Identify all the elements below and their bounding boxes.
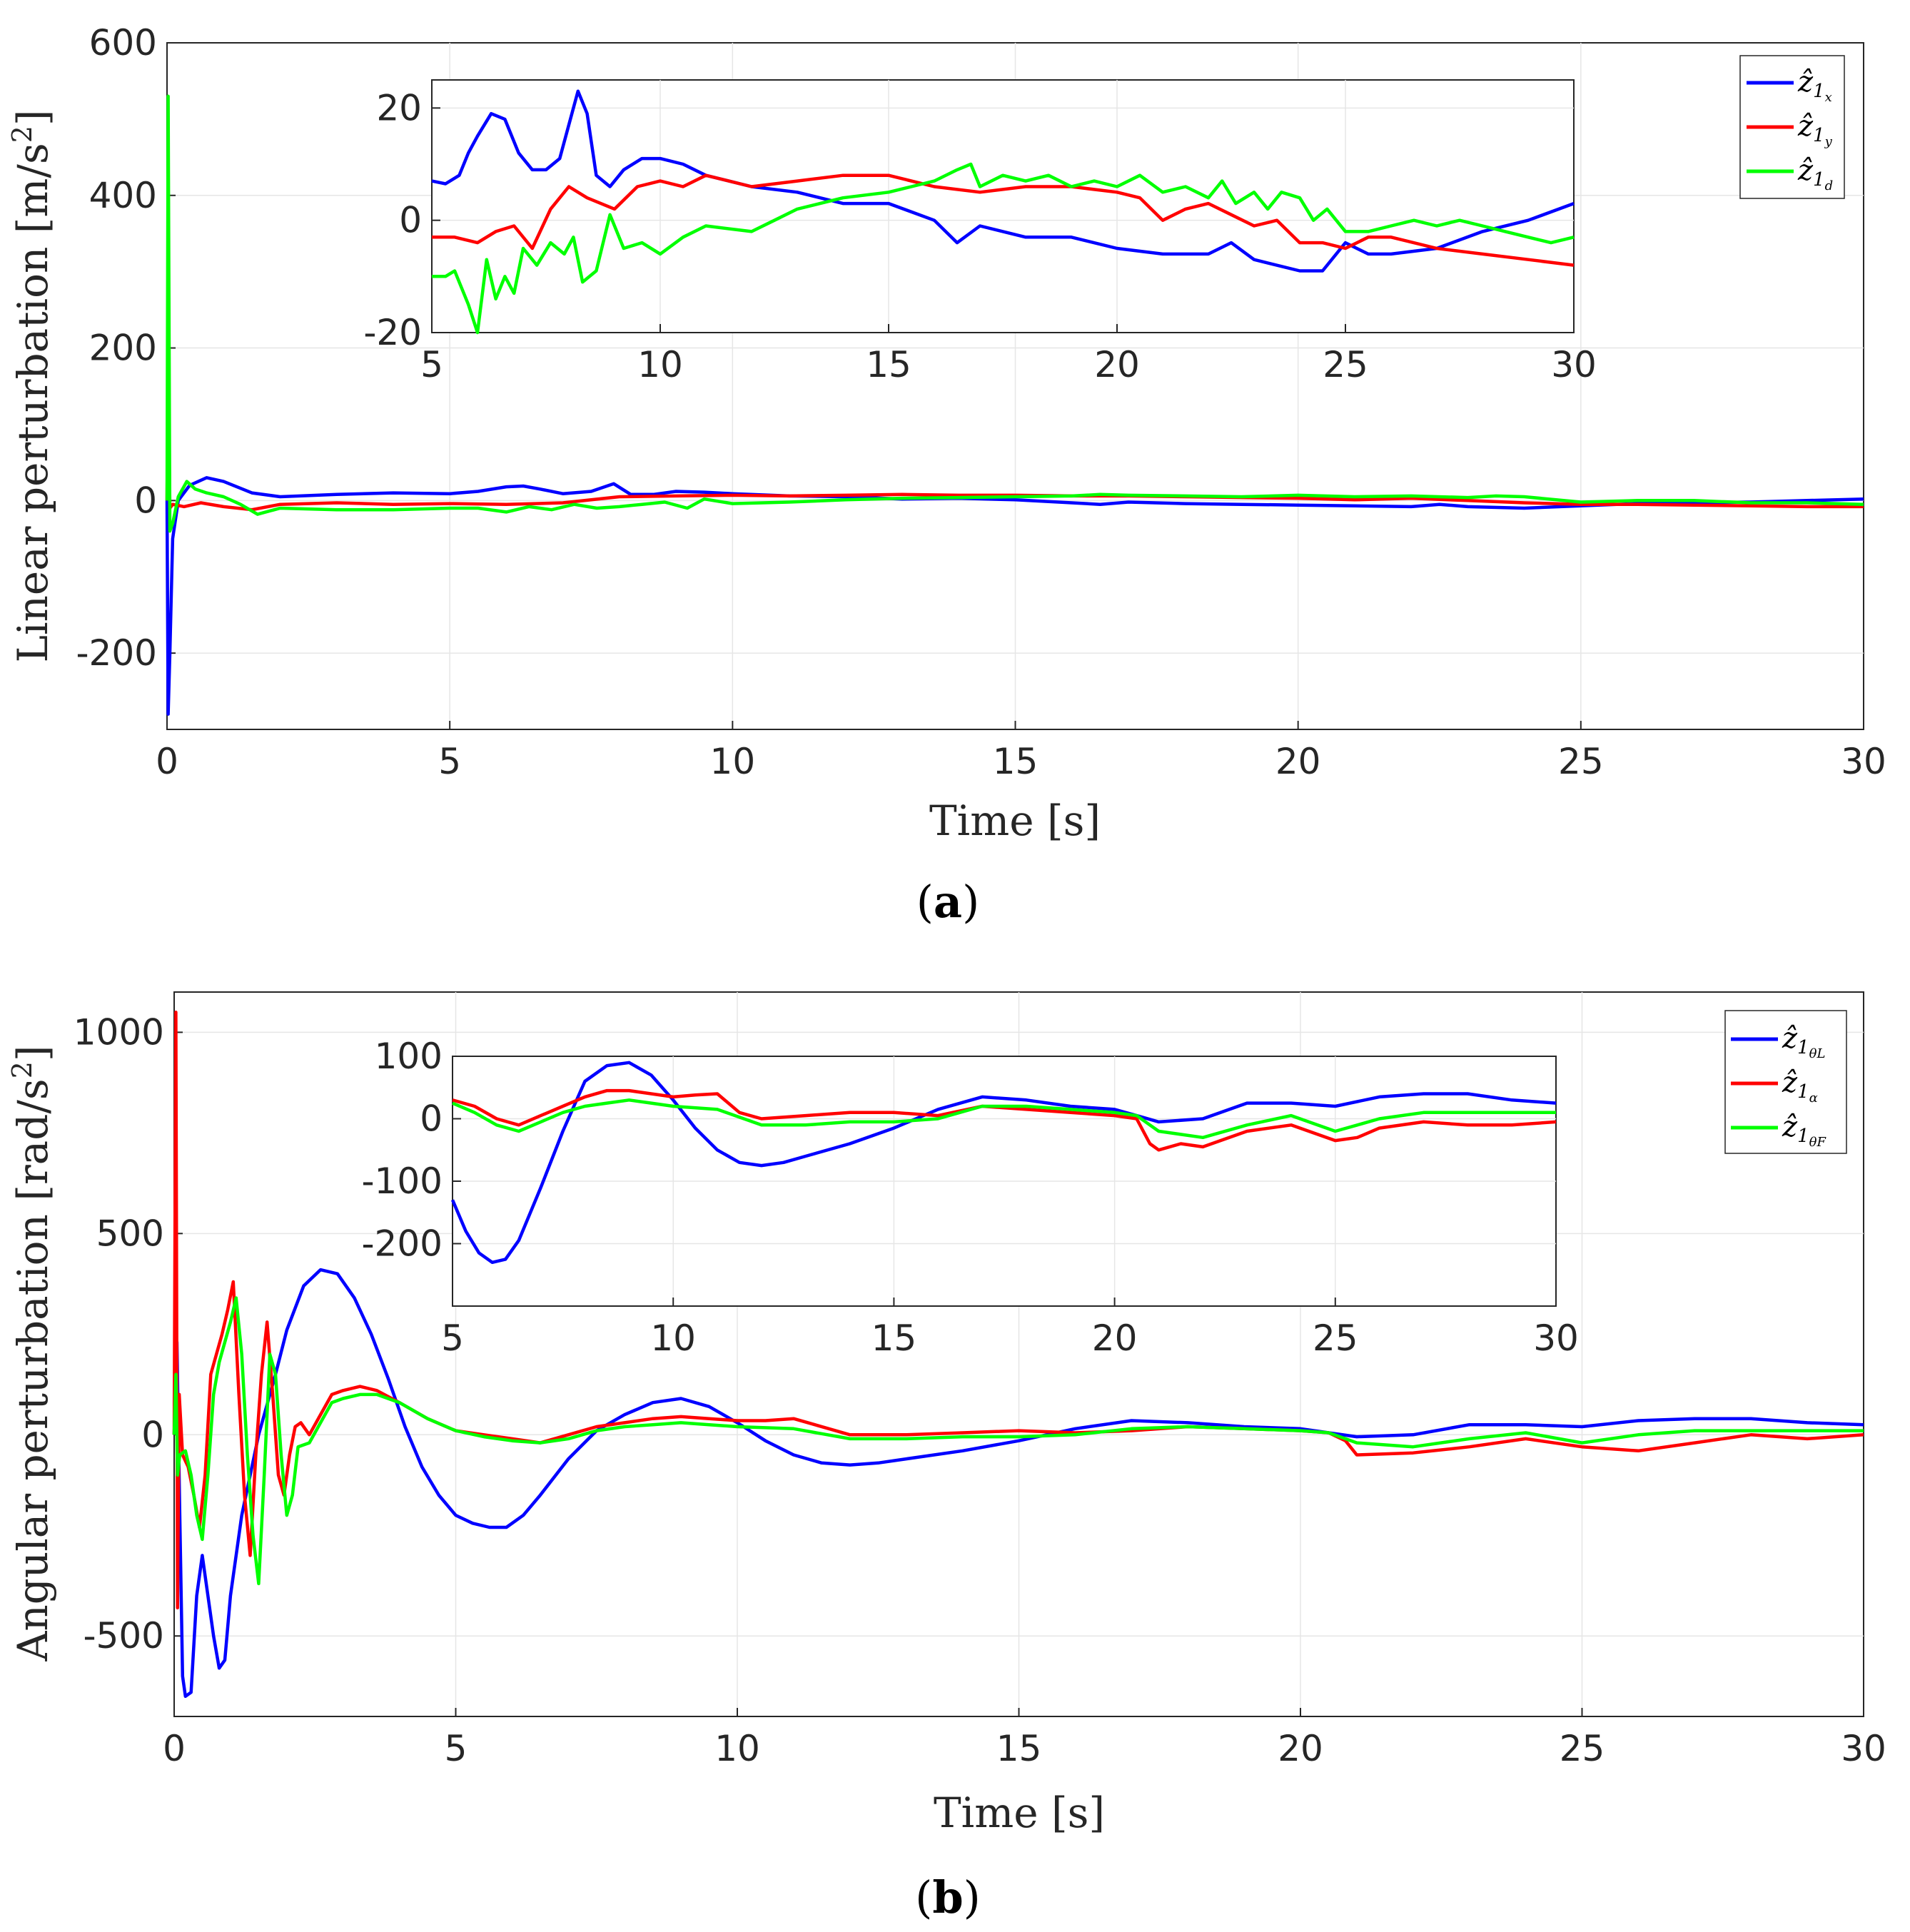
x-tick-label: 10 xyxy=(650,1317,696,1359)
panel-a-label: (a) xyxy=(916,876,980,928)
series-line-0 xyxy=(431,89,1575,273)
x-tick-label: 15 xyxy=(993,741,1039,782)
series-line-1 xyxy=(165,369,1864,512)
legend-entry-z1thetaL: ẑ1θL xyxy=(1782,1022,1825,1061)
legend-entry-z1d: ẑ1d xyxy=(1797,154,1833,193)
series-line-1 xyxy=(432,173,1575,267)
panel-b-x-ticks: 0 5 10 15 20 25 30 xyxy=(163,1708,1886,1769)
x-tick-label: 30 xyxy=(1533,1317,1579,1359)
x-tick-label: 5 xyxy=(441,1317,464,1359)
panel-b-y-axis-label: Angular perturbation [rad/s2] xyxy=(6,1045,57,1662)
y-tick-label: 0 xyxy=(134,480,157,521)
x-tick-label: 15 xyxy=(866,344,911,385)
x-tick-label: 5 xyxy=(438,741,461,782)
y-tick-label: -500 xyxy=(84,1615,164,1657)
panel-b-x-axis-label: Time [s] xyxy=(934,1789,1105,1837)
x-tick-label: 10 xyxy=(714,1728,760,1769)
y-tick-label: 600 xyxy=(89,22,157,64)
y-tick-label: 20 xyxy=(376,87,422,128)
y-tick-label: -100 xyxy=(362,1160,443,1202)
y-tick-label: 500 xyxy=(96,1213,164,1254)
series-line-2 xyxy=(165,94,1864,533)
panel-a-legend: ẑ1x ẑ1y ẑ1d xyxy=(1739,55,1845,199)
x-tick-label: 15 xyxy=(996,1728,1042,1769)
panel-b-inset-x-ticks: 5 10 15 20 25 30 xyxy=(441,1298,1579,1359)
legend-entry-z1alpha: ẑ1α xyxy=(1782,1066,1818,1106)
x-tick-label: 0 xyxy=(156,741,178,782)
panel-a-y-ticks: -200 0 200 400 600 xyxy=(76,22,176,674)
x-tick-label: 0 xyxy=(163,1728,186,1769)
panel-a-inset-series xyxy=(431,89,1575,335)
panel-b-inset-grid xyxy=(453,1056,1556,1306)
panel-b-series xyxy=(172,1010,1864,1699)
y-tick-label: 0 xyxy=(141,1414,164,1455)
series-line-2 xyxy=(452,1098,1556,1140)
y-tick-label: -20 xyxy=(363,312,422,353)
x-tick-label: 20 xyxy=(1275,741,1321,782)
x-tick-label: 25 xyxy=(1558,741,1604,782)
x-tick-label: 20 xyxy=(1092,1317,1138,1359)
legend-entry-z1y: ẑ1y xyxy=(1797,110,1833,149)
panel-a-inset-x-ticks: 5 10 15 20 25 30 xyxy=(420,324,1597,385)
x-tick-label: 5 xyxy=(445,1728,468,1769)
series-line-0 xyxy=(450,1061,1557,1265)
x-tick-label: 30 xyxy=(1551,344,1597,385)
series-line-1 xyxy=(452,1088,1557,1152)
x-tick-label: 25 xyxy=(1560,1728,1605,1769)
x-tick-label: 25 xyxy=(1313,1317,1358,1359)
y-tick-label: 400 xyxy=(89,175,157,216)
panel-b-label: (b) xyxy=(915,1871,981,1923)
x-tick-label: 10 xyxy=(637,344,683,385)
x-tick-label: 30 xyxy=(1841,741,1886,782)
panel-a-x-axis-label: Time [s] xyxy=(929,796,1101,845)
panel-a-x-ticks: 0 5 10 15 20 25 30 xyxy=(156,721,1886,782)
series-line-2 xyxy=(172,1296,1864,1586)
x-tick-label: 15 xyxy=(871,1317,917,1359)
y-tick-label: 200 xyxy=(89,328,157,369)
legend-entry-z1thetaF: ẑ1θF xyxy=(1782,1111,1826,1150)
panel-a-inset-grid xyxy=(432,80,1574,333)
panel-b-inset-y-ticks: -200 -100 0 100 xyxy=(362,1036,461,1265)
panel-a-inset-frame xyxy=(431,79,1575,333)
legend-entry-z1x: ẑ1x xyxy=(1797,66,1832,105)
series-line-0 xyxy=(165,476,1864,716)
panel-a-inset-y-ticks: -20 0 20 xyxy=(363,87,440,353)
y-tick-label: 1000 xyxy=(74,1011,164,1053)
x-tick-label: 25 xyxy=(1323,344,1368,385)
y-tick-label: 0 xyxy=(420,1098,443,1140)
series-line-2 xyxy=(432,162,1575,335)
y-tick-label: -200 xyxy=(76,632,157,674)
x-tick-label: 20 xyxy=(1278,1728,1323,1769)
x-tick-label: 20 xyxy=(1094,344,1140,385)
x-tick-label: 5 xyxy=(420,344,443,385)
y-tick-label: -200 xyxy=(362,1223,443,1265)
x-tick-label: 10 xyxy=(710,741,756,782)
panel-b-y-ticks: -500 0 500 1000 xyxy=(74,1011,183,1657)
panel-b-legend: ẑ1θL ẑ1α ẑ1θF xyxy=(1724,1010,1847,1154)
panel-a-y-axis-label: Linear perturbation [m/s2] xyxy=(6,109,57,662)
y-tick-label: 100 xyxy=(375,1036,443,1077)
panel-b-inset-series xyxy=(450,1061,1557,1265)
x-tick-label: 30 xyxy=(1841,1728,1886,1769)
y-tick-label: 0 xyxy=(399,200,422,241)
panel-a-series xyxy=(165,94,1864,716)
